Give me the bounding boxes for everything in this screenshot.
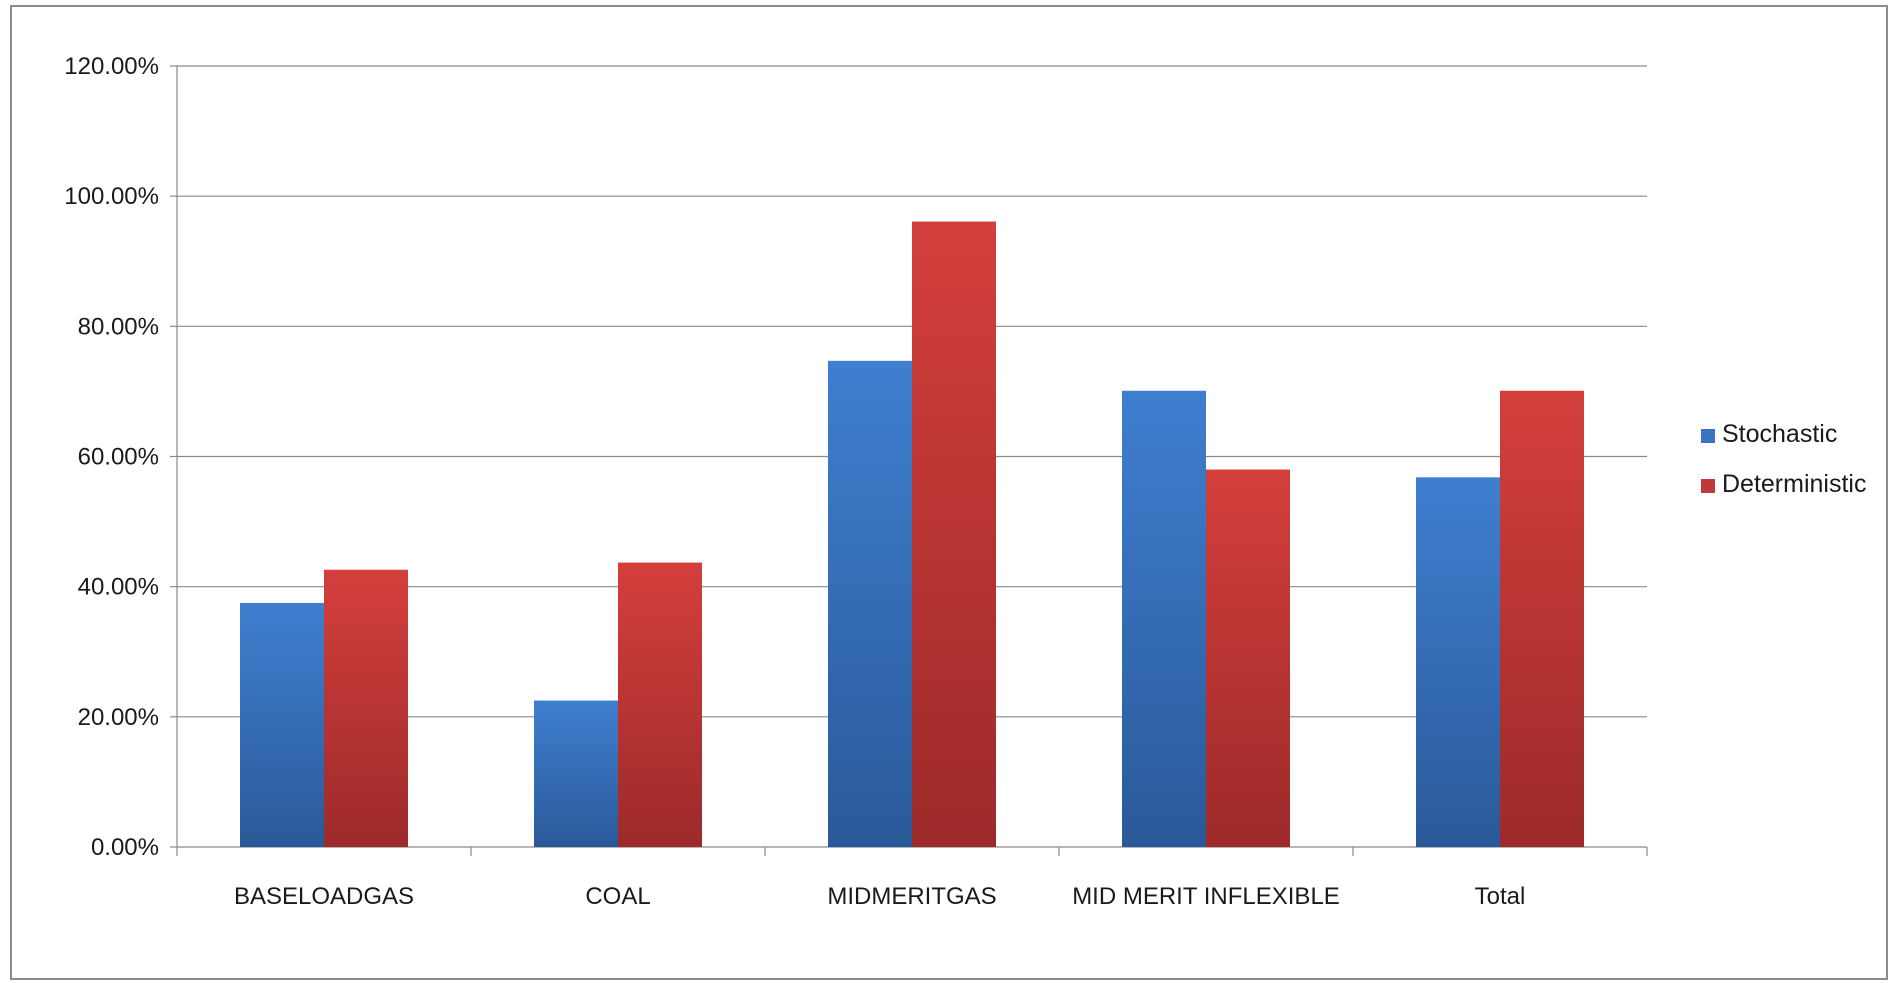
bar-stochastic-mid-merit-inflexible [1122,390,1206,847]
bar-deterministic-mid-merit-inflexible [1206,469,1290,847]
y-tick-label: 120.00% [64,53,159,80]
chart-frame: 0.00% 20.00% 40.00% 60.00% 80.00% 100.00% 120.… [10,5,1888,980]
x-tick-label: MIDMERITGAS [827,883,996,910]
y-tick-label: 100.00% [64,183,159,210]
bar-deterministic-coal [618,562,702,847]
tick-labels: 0.00% 20.00% 40.00% 60.00% 80.00% 100.00% 120.… [64,53,1525,910]
bar-stochastic-baseloadgas [240,602,324,847]
y-tick-label: 20.00% [78,704,159,731]
y-tick-label: 80.00% [78,313,159,340]
bar-stochastic-coal [534,700,618,847]
y-tick-label: 0.00% [91,834,159,861]
x-tick-label: COAL [585,883,650,910]
x-tick-label: BASELOADGAS [234,883,414,910]
legend-swatch-deterministic [1701,479,1715,493]
x-tick-label: MID MERIT INFLEXIBLE [1072,883,1340,910]
legend-swatch-stochastic [1701,429,1715,443]
bar-deterministic-total [1500,390,1584,847]
bar-deterministic-baseloadgas [324,569,408,847]
bar-chart: 0.00% 20.00% 40.00% 60.00% 80.00% 100.00% 120.… [64,53,1866,910]
y-tick-label: 60.00% [78,444,159,471]
bars [240,221,1584,847]
x-tick-label: Total [1475,883,1526,910]
legend-label-deterministic: Deterministic [1722,470,1866,498]
bar-stochastic-midmeritgas [828,360,912,847]
y-tick-label: 40.00% [78,574,159,601]
legend: Stochastic Deterministic [1701,420,1866,498]
bar-deterministic-midmeritgas [912,221,996,847]
legend-label-stochastic: Stochastic [1722,420,1837,448]
bar-stochastic-total [1416,477,1500,847]
